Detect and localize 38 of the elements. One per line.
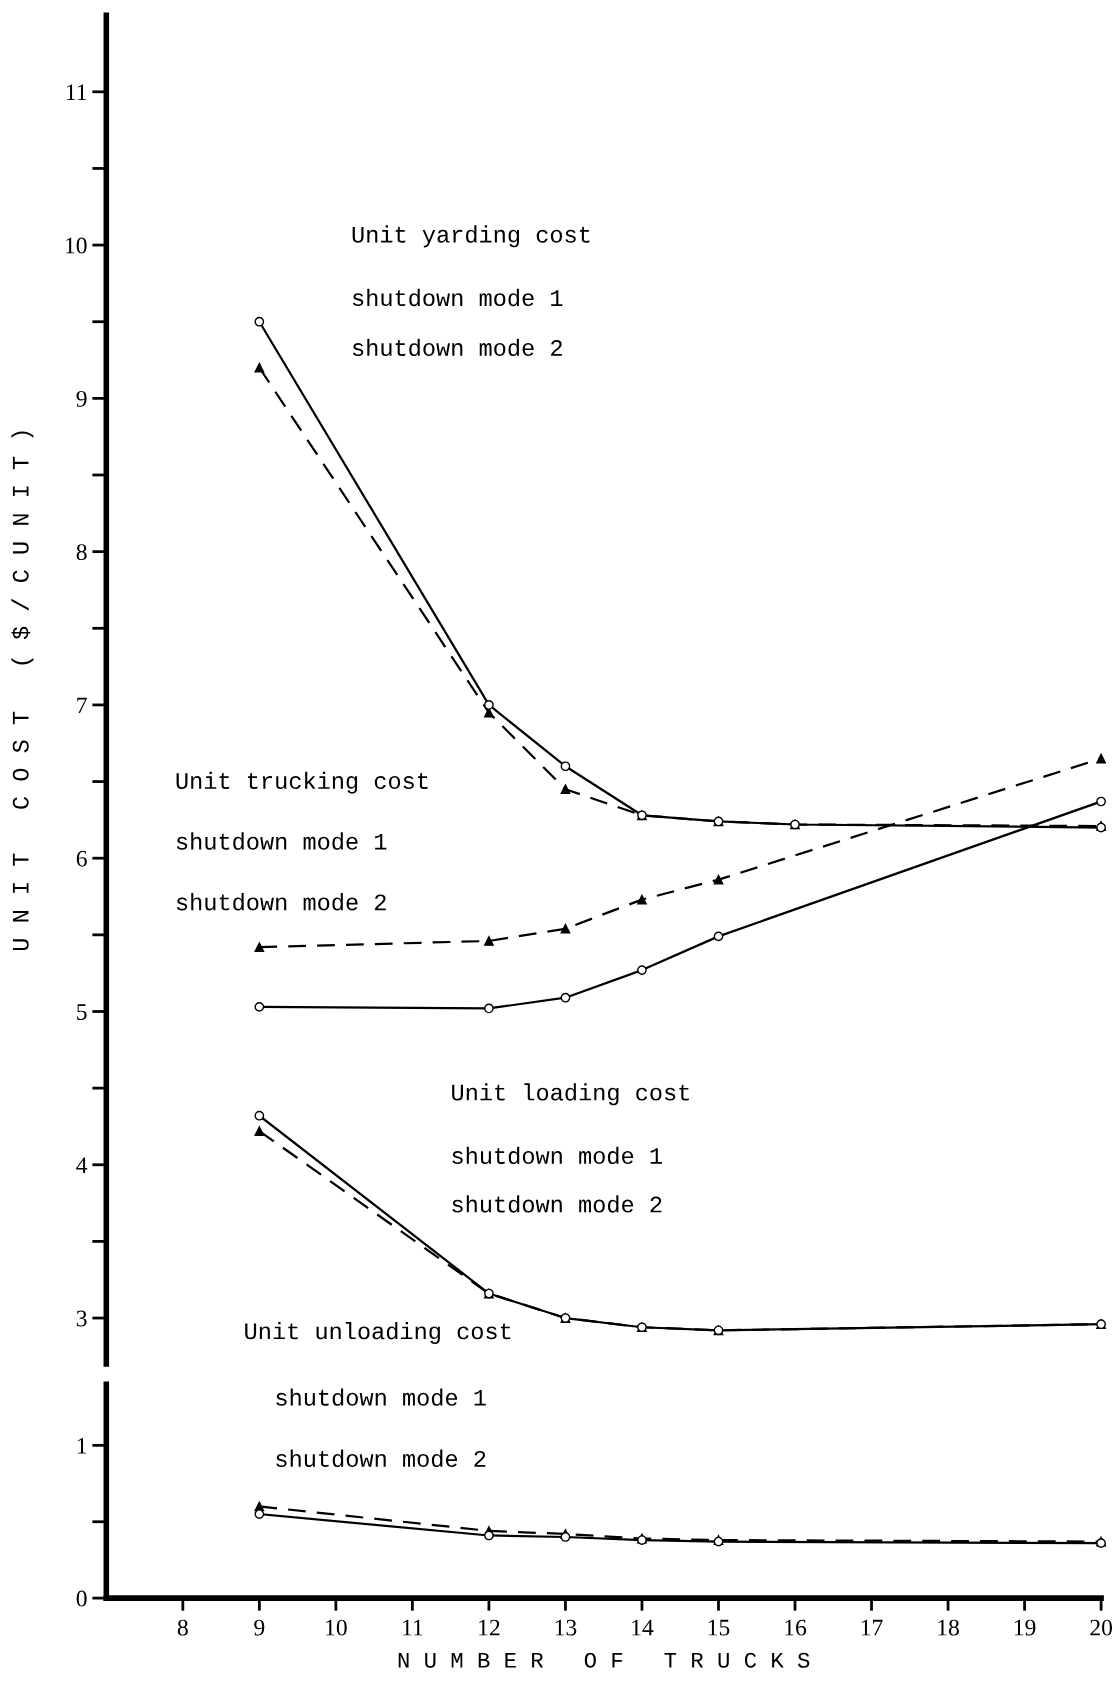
x-tick-label: 17 <box>861 1619 883 1636</box>
x-tick-label: 11 <box>403 1619 423 1636</box>
x-tick-label: 20 <box>1090 1619 1112 1636</box>
y-tick-label: 5 <box>77 1004 87 1020</box>
x-tick-label: 8 <box>177 1619 188 1636</box>
annotation: shutdown mode 1 <box>352 288 563 307</box>
x-tick-label: 19 <box>1014 1619 1036 1636</box>
annotation: shutdown mode 2 <box>452 1195 662 1213</box>
annotation: Unit unloading cost <box>245 1322 511 1345</box>
annotation: shutdown mode 1 <box>452 1146 662 1165</box>
y-tick-label: 3 <box>76 1310 87 1327</box>
y-tick-label: 4 <box>76 1157 88 1173</box>
x-tick-label: 13 <box>555 1619 577 1636</box>
annotation: shutdown mode 2 <box>176 893 386 911</box>
annotation: shutdown mode 1 <box>176 832 387 850</box>
x-axis-title: N U M B E R O F T R U C K S <box>398 1652 810 1668</box>
y-tick-label: 1 <box>77 1437 87 1454</box>
x-tick-label: 15 <box>708 1619 730 1636</box>
y-tick-label: 7 <box>77 697 87 714</box>
annotation: Unit trucking cost <box>176 771 428 794</box>
x-tick-label: 9 <box>254 1619 265 1636</box>
x-tick-label: 12 <box>479 1619 500 1636</box>
annotation: Unit yarding cost <box>352 225 590 248</box>
x-tick-label: 10 <box>326 1619 347 1636</box>
annotation: shutdown mode 2 <box>276 1449 486 1467</box>
y-tick-label: 8 <box>76 544 87 561</box>
annotation: shutdown mode 2 <box>352 338 562 357</box>
x-tick-label: 14 <box>632 1619 654 1636</box>
y-tick-label: 10 <box>66 237 87 254</box>
annotation: shutdown mode 1 <box>276 1388 486 1406</box>
x-tick-label: 16 <box>785 1619 807 1636</box>
y-tick-label: 11 <box>66 84 87 100</box>
y-axis-title: U N I T C O S T ( $ / C U N I T ) <box>11 431 34 951</box>
x-tick-label: 18 <box>938 1619 959 1636</box>
annotation: Unit loading cost <box>452 1083 689 1106</box>
y-tick-label: 9 <box>76 390 87 407</box>
y-tick-label: 0 <box>76 1590 87 1607</box>
y-tick-label: 6 <box>76 850 87 867</box>
